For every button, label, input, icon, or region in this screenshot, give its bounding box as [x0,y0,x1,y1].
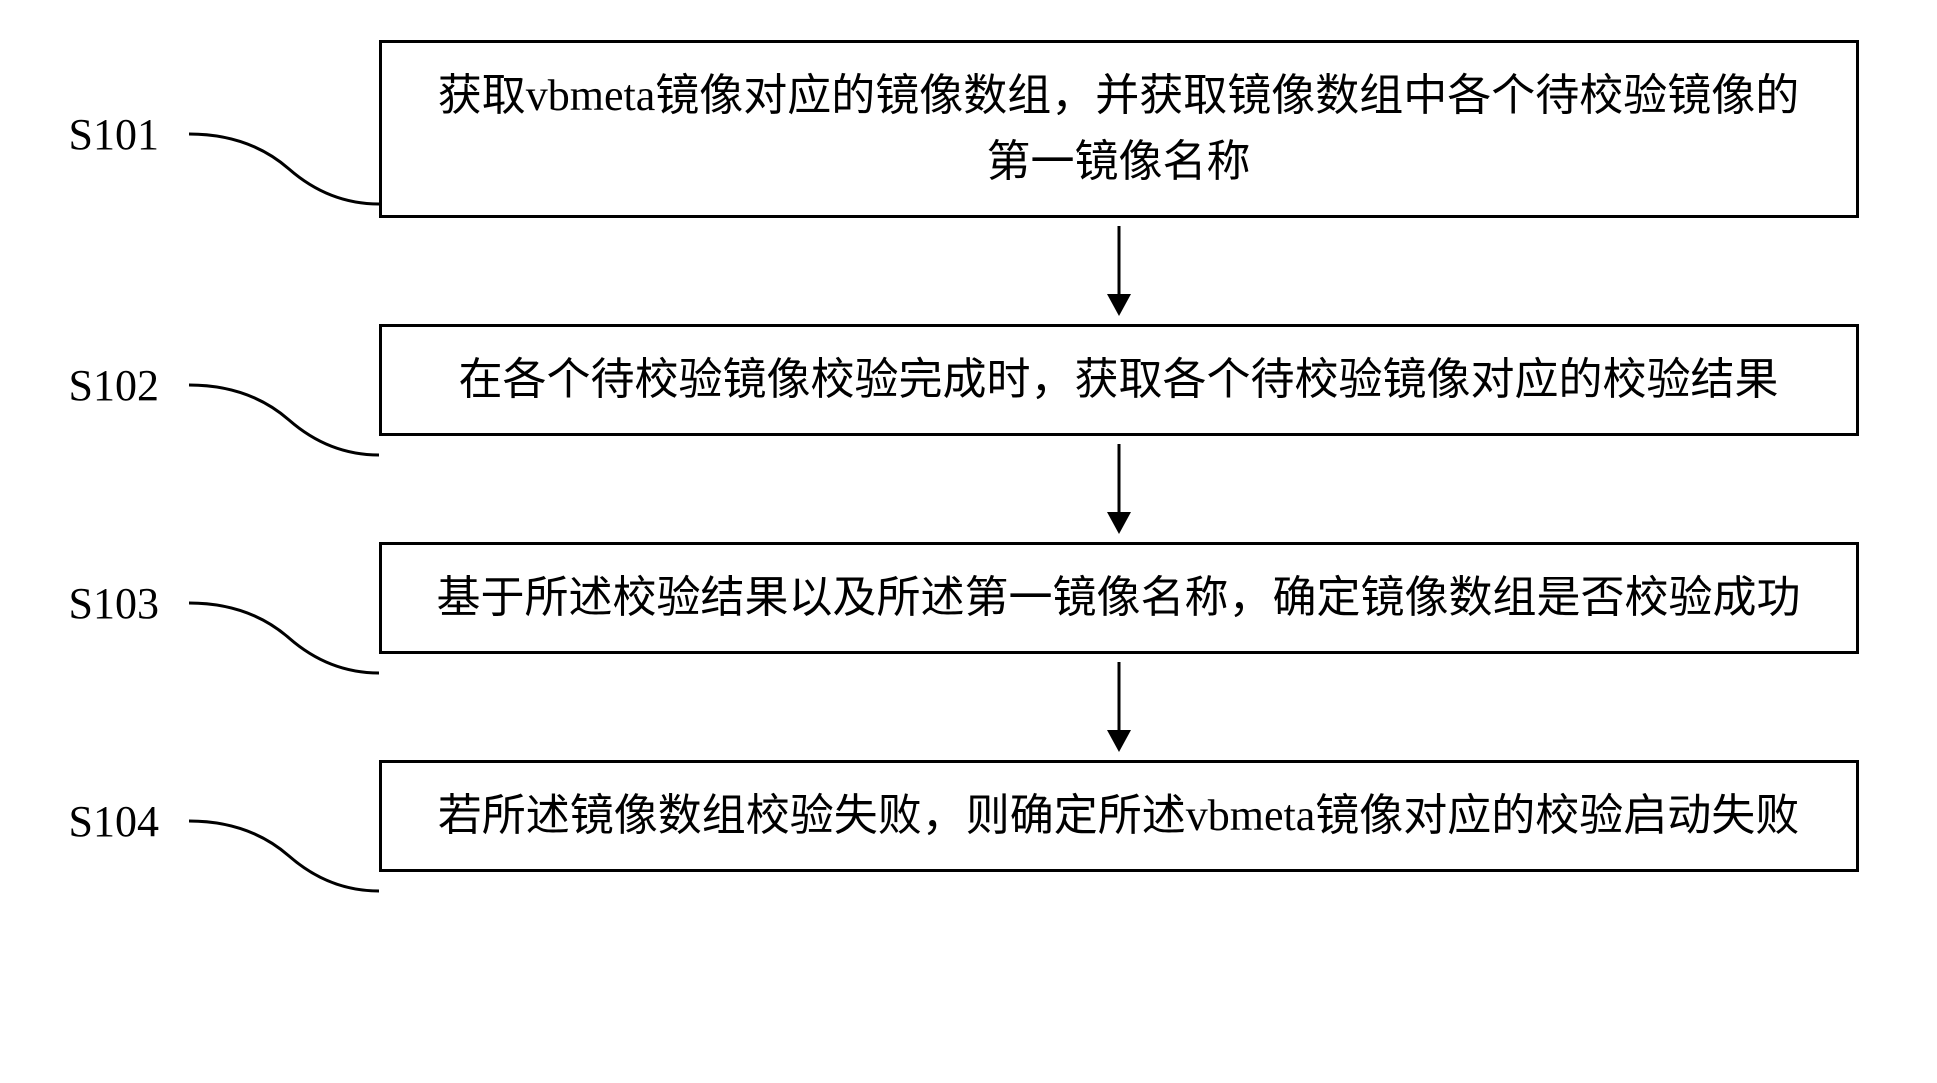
down-arrow-icon [1099,662,1139,752]
step-text: 在各个待校验镜像校验完成时，获取各个待校验镜像对应的校验结果 [459,355,1779,404]
step-label-s104: S104 [69,786,249,847]
step-row: S103 基于所述校验结果以及所述第一镜像名称，确定镜像数组是否校验成功 [69,542,1869,654]
connector-curve [189,370,379,460]
connector-curve [189,806,379,896]
arrow-container [379,218,1859,324]
step-id: S102 [69,361,159,410]
step-label-s102: S102 [69,350,249,411]
step-box-s102: 在各个待校验镜像校验完成时，获取各个待校验镜像对应的校验结果 [379,324,1859,436]
step-id: S104 [69,797,159,846]
step-row: S104 若所述镜像数组校验失败，则确定所述vbmeta镜像对应的校验启动失败 [69,760,1869,872]
step-text: 若所述镜像数组校验失败，则确定所述vbmeta镜像对应的校验启动失败 [438,791,1800,840]
flowchart-container: S101 获取vbmeta镜像对应的镜像数组，并获取镜像数组中各个待校验镜像的第… [69,40,1869,872]
connector-curve [189,119,379,209]
step-id: S103 [69,579,159,628]
step-id: S101 [69,110,159,159]
step-row: S101 获取vbmeta镜像对应的镜像数组，并获取镜像数组中各个待校验镜像的第… [69,40,1869,218]
step-text: 基于所述校验结果以及所述第一镜像名称，确定镜像数组是否校验成功 [437,573,1801,622]
arrow-container [379,654,1859,760]
step-row: S102 在各个待校验镜像校验完成时，获取各个待校验镜像对应的校验结果 [69,324,1869,436]
step-box-s104: 若所述镜像数组校验失败，则确定所述vbmeta镜像对应的校验启动失败 [379,760,1859,872]
arrow-container [379,436,1859,542]
step-label-s103: S103 [69,568,249,629]
down-arrow-icon [1099,226,1139,316]
step-label-s101: S101 [69,99,249,160]
step-box-s101: 获取vbmeta镜像对应的镜像数组，并获取镜像数组中各个待校验镜像的第一镜像名称 [379,40,1859,218]
step-box-s103: 基于所述校验结果以及所述第一镜像名称，确定镜像数组是否校验成功 [379,542,1859,654]
connector-curve [189,588,379,678]
down-arrow-icon [1099,444,1139,534]
step-text: 获取vbmeta镜像对应的镜像数组，并获取镜像数组中各个待校验镜像的第一镜像名称 [438,71,1800,186]
